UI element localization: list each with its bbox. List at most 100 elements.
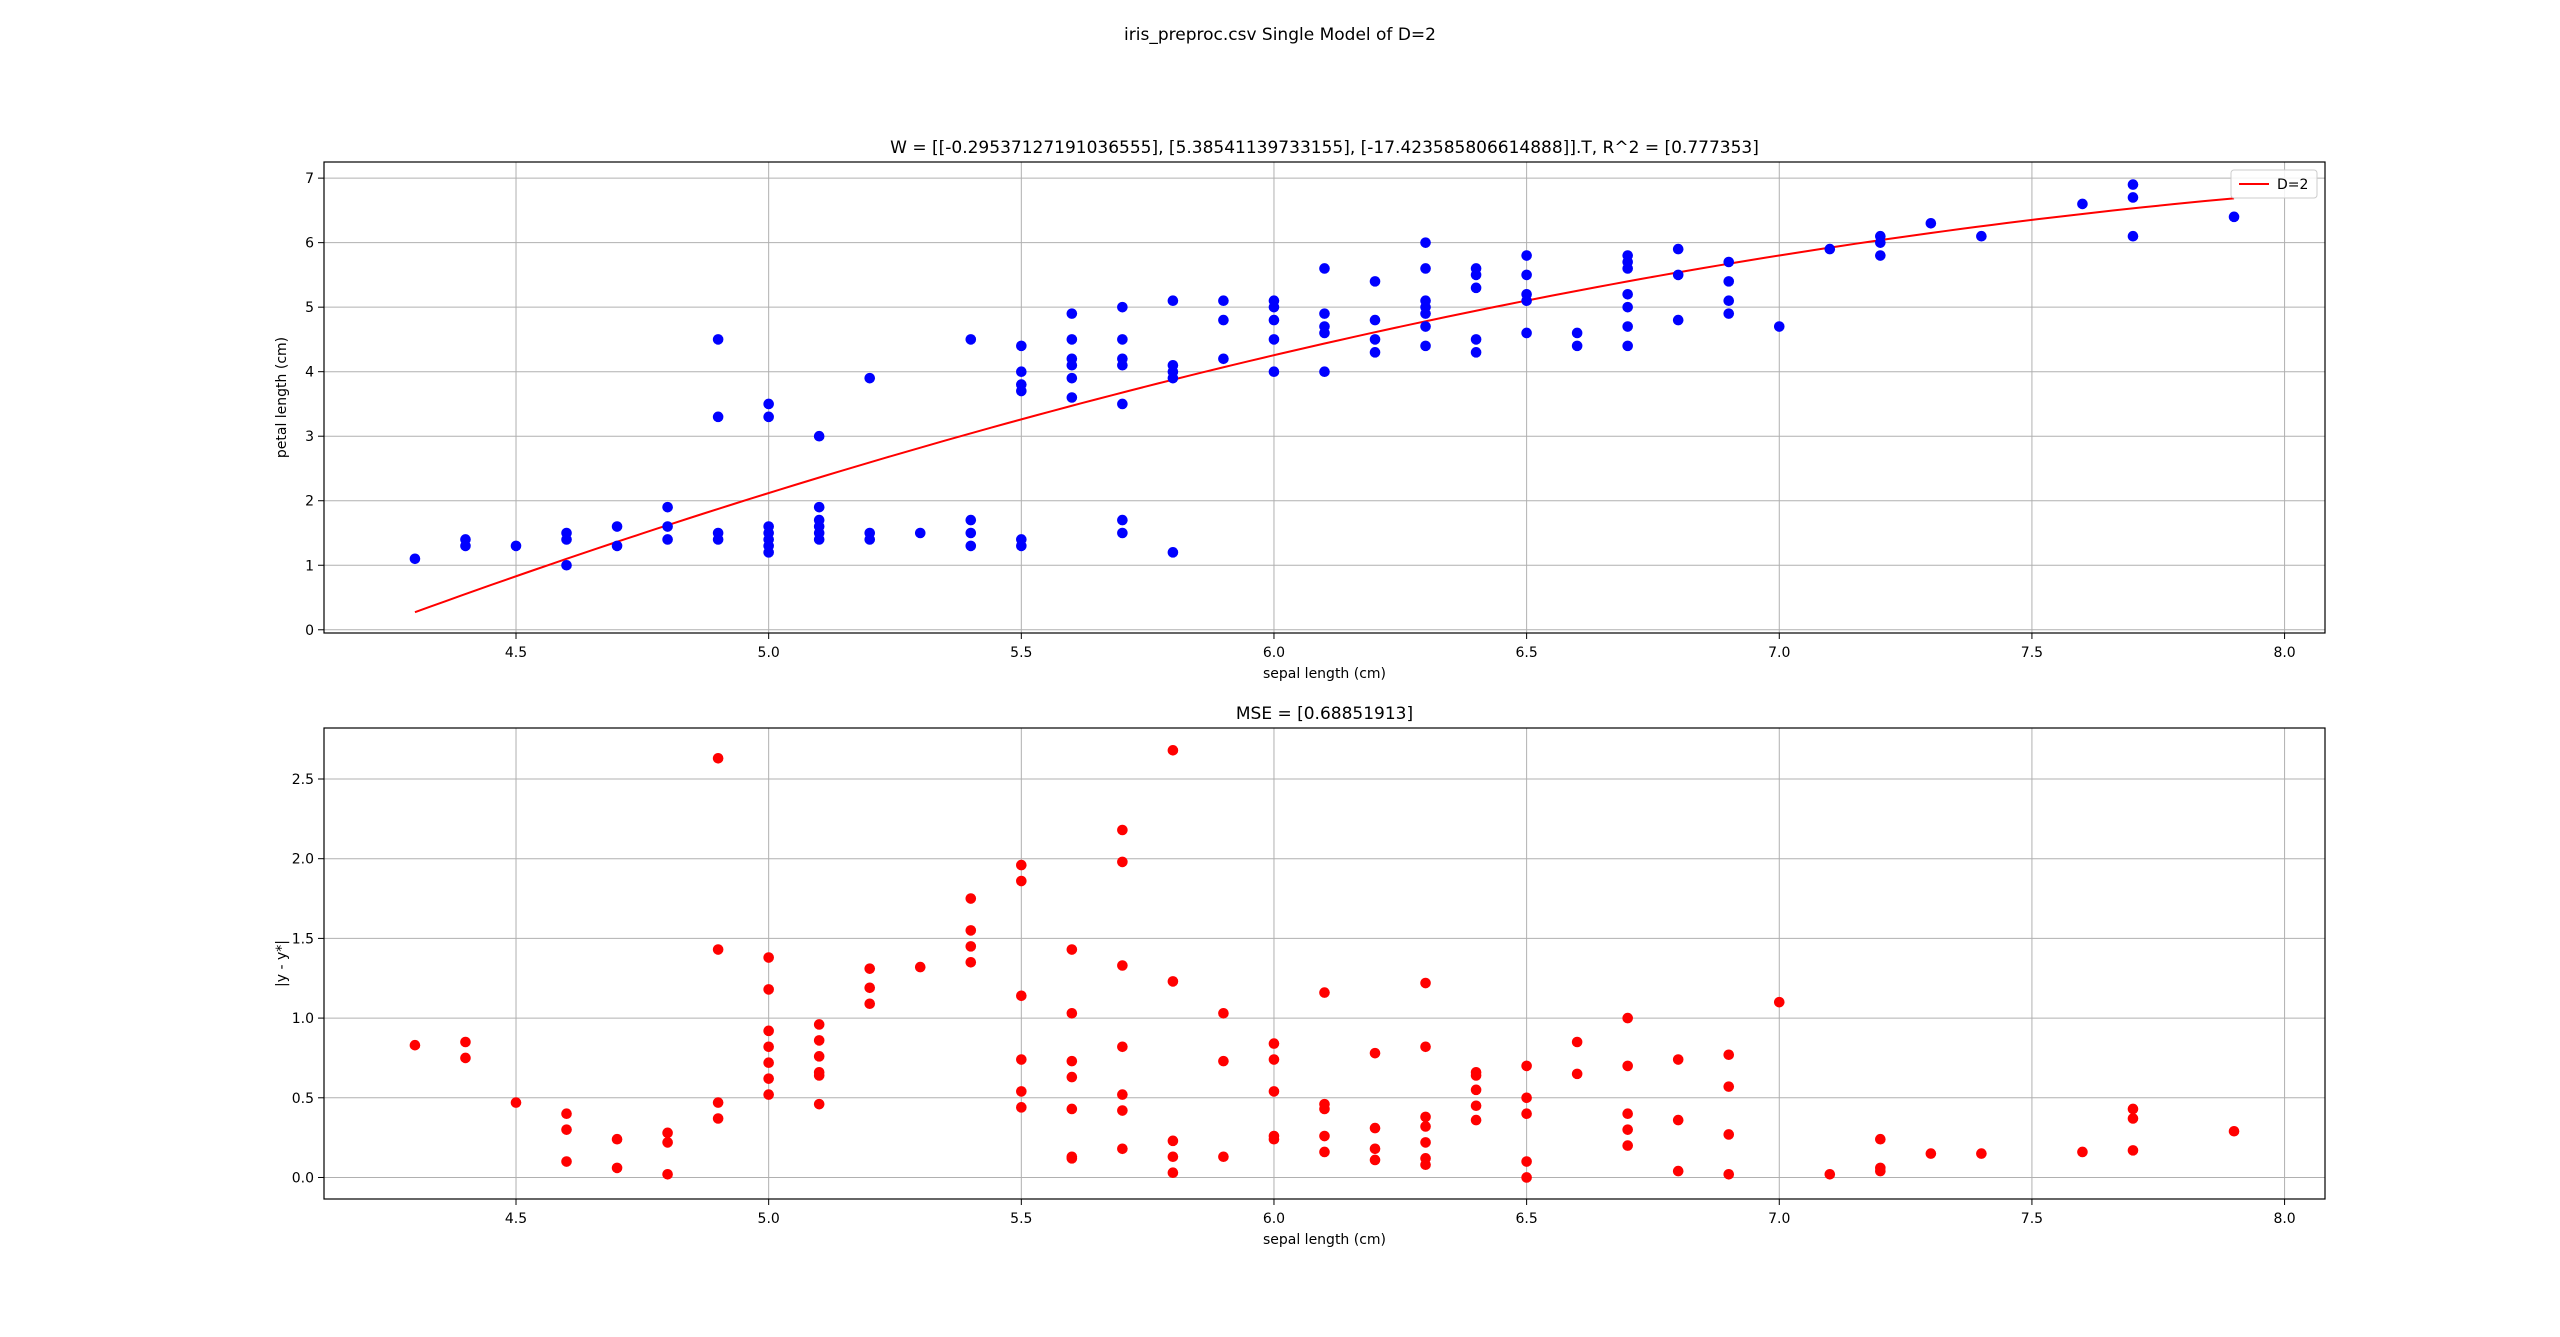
chart2-data-point — [1672, 1114, 1684, 1126]
chart1-ytick-label: 2 — [305, 494, 314, 510]
chart1-xtick-label: 6.5 — [1515, 645, 1537, 661]
chart1-data-point — [1672, 314, 1684, 326]
chart1-data-point — [1268, 314, 1280, 326]
chart2-ytick-label: 0.5 — [292, 1091, 314, 1107]
chart2-ytick-label: 1.0 — [292, 1011, 314, 1027]
chart2-data-point — [914, 961, 926, 973]
chart1-data-point — [1723, 276, 1735, 287]
chart1-data-point — [914, 527, 926, 539]
chart1-data-point — [1521, 288, 1532, 300]
chart2-data-point — [1369, 1154, 1381, 1166]
chart1-data-point — [1218, 295, 1229, 307]
chart2-data-point — [1319, 1098, 1330, 1110]
chart2-data-point — [813, 1051, 825, 1062]
chart2-data-point — [1470, 1084, 1482, 1096]
chart1-data-point — [1723, 256, 1735, 268]
chart1-data-point — [1875, 230, 1886, 242]
chart2-data-point — [611, 1162, 623, 1174]
chart1-ytick-label: 3 — [305, 429, 314, 445]
chart1-xtick-label: 7.0 — [1768, 645, 1790, 661]
chart1-data-point — [1369, 314, 1381, 326]
chart2-title: MSE = [0.68851913] — [1236, 704, 1413, 724]
chart1-series-line — [414, 197, 2235, 614]
chart1-data-point — [763, 411, 774, 423]
chart2-xtick-label: 8.0 — [2273, 1211, 2295, 1227]
chart2-data-point — [1167, 1167, 1179, 1179]
chart1-data-point — [1319, 263, 1330, 274]
chart2-xtick-label: 7.5 — [2021, 1211, 2043, 1227]
chart2-data-point — [1470, 1114, 1482, 1126]
chart2-data-point — [1723, 1049, 1735, 1061]
chart1-data-point — [1117, 334, 1128, 345]
chart1-data-point — [2228, 211, 2240, 223]
chart1-data-point — [1420, 295, 1431, 307]
chart2-data-point — [864, 963, 876, 974]
chart1-data-point — [1066, 308, 1078, 319]
chart2-data-point — [1723, 1129, 1735, 1140]
chart1-data-point — [712, 411, 724, 423]
chart2-data-point — [1622, 1012, 1633, 1024]
chart1-data-point — [965, 527, 977, 539]
chart2-data-point — [460, 1052, 471, 1064]
chart1-ytick-label: 7 — [305, 171, 314, 187]
chart1-data-point — [1824, 243, 1836, 255]
chart2-data-point — [1420, 1121, 1431, 1132]
chart2-data-point — [1319, 1130, 1330, 1142]
chart1-data-point — [763, 521, 774, 532]
chart1-data-point — [813, 501, 825, 513]
chart1-xtick-label: 8.0 — [2273, 645, 2295, 661]
chart1-data-point — [1319, 308, 1330, 319]
chart2-data-point — [1066, 1103, 1078, 1115]
chart1-xtick-label: 4.5 — [505, 645, 527, 661]
chart2-data-point — [1521, 1060, 1532, 1072]
chart2-data-point — [1470, 1066, 1482, 1078]
chart1-data-point — [1470, 347, 1482, 358]
chart2-data-point — [1016, 859, 1027, 871]
chart1-title: W = [[-0.29537127191036555], [5.38541139… — [890, 138, 1759, 158]
chart2-data-point — [1420, 1153, 1431, 1164]
chart1-data-point — [1369, 276, 1381, 287]
chart2-data-point — [813, 1019, 825, 1030]
chart1-ylabel: petal length (cm) — [274, 337, 290, 458]
chart2-data-point — [1875, 1133, 1886, 1145]
chart1-data-point — [1117, 527, 1128, 539]
chart1-data-point — [1268, 334, 1280, 345]
chart1-data-point — [1571, 327, 1583, 339]
chart1-data-point — [1117, 301, 1128, 313]
chart2-data-point — [763, 984, 774, 995]
chart1-data-point — [813, 430, 825, 442]
chart2-data-point — [1268, 1130, 1280, 1142]
chart2-data-point — [2127, 1103, 2139, 1115]
chart2-data-point — [1420, 977, 1431, 989]
chart2-data-point — [1066, 1055, 1078, 1067]
chart2-data-point — [1521, 1092, 1532, 1104]
chart1-data-point — [1622, 340, 1633, 352]
chart1-data-point — [460, 534, 471, 545]
chart1-data-point — [1066, 392, 1078, 403]
chart1-data-point — [2127, 179, 2139, 190]
chart1-data-point — [1420, 321, 1431, 332]
chart1-data-point — [965, 540, 977, 552]
chart1-data-point — [1622, 301, 1633, 313]
chart1-data-point — [813, 514, 825, 526]
chart2-data-point — [1016, 1102, 1027, 1113]
chart2-data-point — [1672, 1165, 1684, 1177]
chart1-data-point — [1016, 534, 1027, 545]
chart2-data-point — [763, 1057, 774, 1069]
chart2-data-point — [1066, 944, 1078, 955]
chart2-data-point — [1016, 875, 1027, 887]
chart1-data-point — [1470, 334, 1482, 345]
chart2-data-point — [712, 1113, 724, 1124]
chart1-data-point — [662, 501, 673, 513]
chart1-data-point — [1622, 321, 1633, 332]
chart1-data-point — [2077, 198, 2088, 210]
chart2-xtick-label: 6.0 — [1263, 1211, 1285, 1227]
chart1-xtick-label: 6.0 — [1263, 645, 1285, 661]
chart1-data-point — [1167, 359, 1179, 371]
chart2-data-point — [1420, 1041, 1431, 1053]
chart1-data-point — [1571, 340, 1583, 352]
chart2-data-point — [409, 1039, 421, 1051]
chart1-data-point — [1268, 295, 1280, 307]
chart2-data-point — [1268, 1038, 1280, 1049]
chart1-data-point — [1319, 321, 1330, 332]
